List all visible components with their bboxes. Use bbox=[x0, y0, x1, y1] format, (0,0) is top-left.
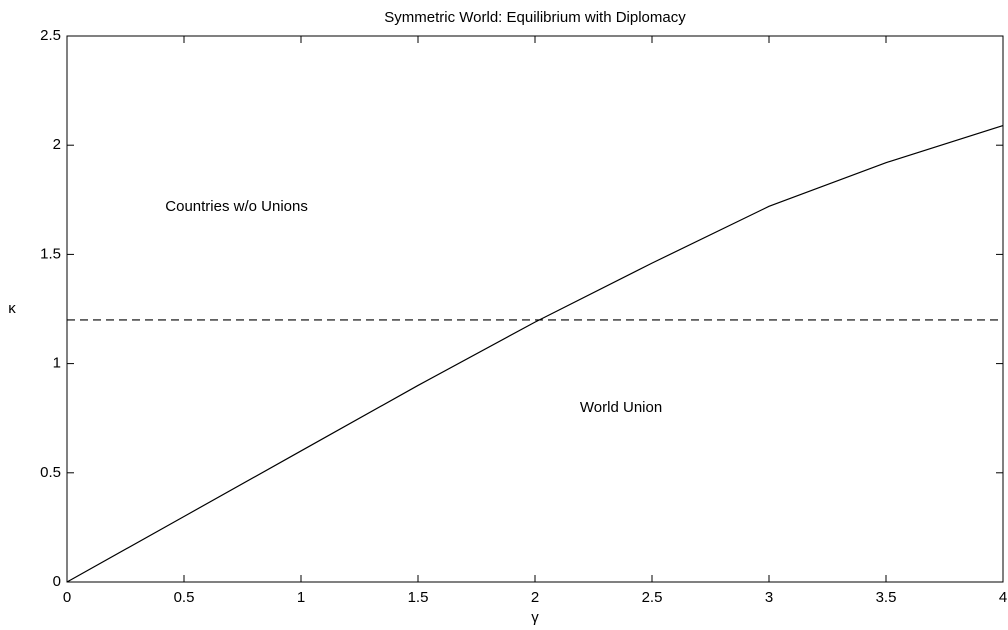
y-tick-label: 1 bbox=[53, 355, 61, 372]
annotation: Countries w/o Unions bbox=[165, 198, 308, 215]
y-tick-label: 2 bbox=[53, 136, 61, 153]
x-tick-label: 0 bbox=[63, 589, 71, 606]
x-tick-label: 4 bbox=[999, 589, 1007, 606]
line bbox=[66, 124, 1004, 583]
y-tick-label: 1.5 bbox=[40, 245, 61, 262]
x-tick-label: 3.5 bbox=[876, 589, 897, 606]
chart-title: Symmetric World: Equilibrium with Diplom… bbox=[384, 9, 686, 26]
plot-frame bbox=[66, 35, 1004, 583]
annotation: World Union bbox=[580, 399, 662, 416]
x-axis-label: γ bbox=[531, 609, 539, 626]
x-tick-label: 3 bbox=[765, 589, 773, 606]
y-axis-label: κ bbox=[8, 300, 16, 317]
x-tick-label: 0.5 bbox=[174, 589, 195, 606]
y-tick-label: 2.5 bbox=[40, 27, 61, 44]
x-tick-label: 2 bbox=[531, 589, 539, 606]
y-tick-label: 0 bbox=[53, 573, 61, 590]
x-tick-label: 1 bbox=[297, 589, 305, 606]
x-tick-label: 1.5 bbox=[408, 589, 429, 606]
y-tick-label: 0.5 bbox=[40, 464, 61, 481]
x-tick-label: 2.5 bbox=[642, 589, 663, 606]
